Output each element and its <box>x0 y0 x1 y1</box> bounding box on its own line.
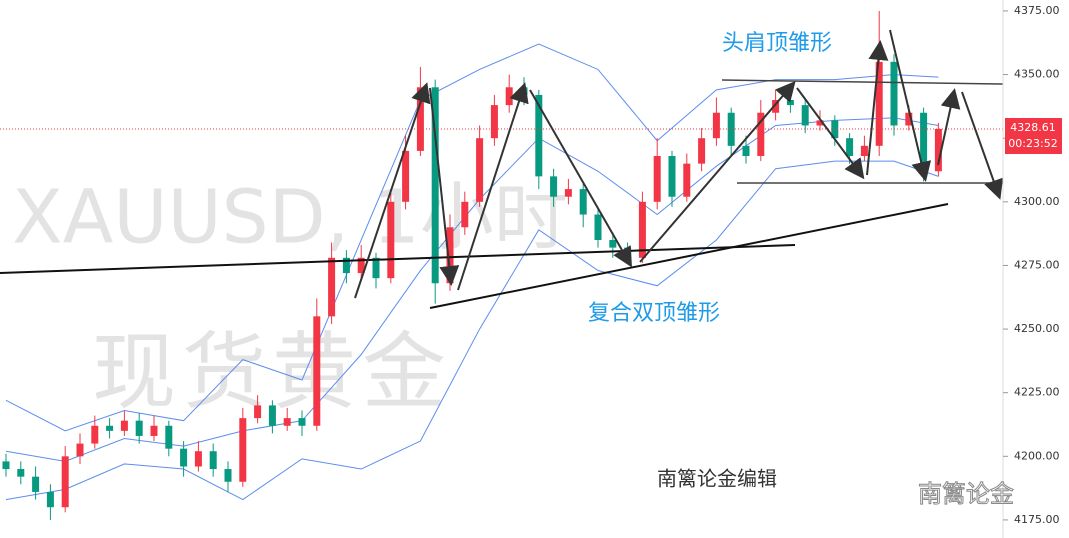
candle-body <box>875 61 883 146</box>
candle-body <box>416 87 424 151</box>
countdown: 00:23:52 <box>1008 137 1057 150</box>
candle-body <box>801 105 809 126</box>
candle-body <box>446 227 454 284</box>
candle-body <box>328 257 336 317</box>
brand: 南篱论金 <box>918 480 1014 508</box>
annotation: 头肩顶雏形 <box>722 31 832 56</box>
candle-body <box>594 214 602 240</box>
candle-body <box>268 405 276 426</box>
annotation: 南篱论金编辑 <box>657 467 777 491</box>
candle-body <box>372 257 380 279</box>
candle-body <box>920 112 928 172</box>
candle-body <box>772 100 780 113</box>
watermark-name: 现货黄金 <box>92 323 452 421</box>
candle-body <box>17 469 25 477</box>
y-tick-label: 4250.00 <box>1014 322 1060 335</box>
candle-body <box>905 112 913 126</box>
candle-body <box>2 461 10 470</box>
trend-line <box>429 203 949 309</box>
y-tick-label: 4225.00 <box>1014 386 1060 399</box>
arrow <box>354 82 431 299</box>
candle-body <box>61 456 69 508</box>
band-lower <box>5 160 939 501</box>
arrow <box>889 29 932 182</box>
trend-line <box>0 244 796 274</box>
y-tick-label: 4200.00 <box>1014 449 1060 462</box>
arrow <box>529 89 632 268</box>
y-tick-label: 4375.00 <box>1014 4 1060 17</box>
arrow <box>457 82 529 291</box>
y-tick-label: 4350.00 <box>1014 68 1060 81</box>
candle-body <box>106 425 114 431</box>
y-tick-label: 4275.00 <box>1014 258 1060 271</box>
candle-body <box>387 201 395 279</box>
candle-body <box>727 112 735 146</box>
candle-body <box>298 418 306 426</box>
candle-body <box>683 163 691 197</box>
arrow <box>866 40 889 176</box>
candle-body <box>505 87 513 106</box>
candle-body <box>860 145 868 157</box>
price-box <box>1005 118 1062 155</box>
candle-body <box>786 100 794 106</box>
candle-body <box>890 61 898 126</box>
candle-body <box>698 138 706 164</box>
candle-body <box>402 150 410 202</box>
band-upper <box>5 43 939 432</box>
candle-body <box>668 156 676 197</box>
candle-body <box>254 405 262 419</box>
candle-body <box>342 257 350 274</box>
candle-body <box>757 112 765 157</box>
candle-body <box>91 425 99 444</box>
last-price: 4328.61 <box>1010 121 1056 134</box>
candle-body <box>609 239 617 248</box>
candle-body <box>653 156 661 202</box>
candle-body <box>638 201 646 258</box>
candle-body <box>535 94 543 177</box>
candle-body <box>150 425 158 436</box>
watermark: XAUUSD, 1小时 <box>12 175 568 261</box>
candle-body <box>209 451 217 470</box>
arrow <box>796 87 865 180</box>
y-tick-label: 4300.00 <box>1014 195 1060 208</box>
candle-body <box>180 448 188 467</box>
candle-body <box>461 201 469 228</box>
candle-body <box>32 476 40 492</box>
candle-body <box>283 418 291 426</box>
candle-body <box>476 138 484 202</box>
candle-body <box>846 138 854 157</box>
candle-body <box>224 469 232 482</box>
candle-body <box>934 129 942 172</box>
arrow <box>639 80 796 263</box>
annotation: 复合双顶雏形 <box>588 301 720 326</box>
arrow <box>429 87 460 286</box>
candle-body <box>46 491 54 508</box>
candle-body <box>165 425 173 449</box>
candle-body <box>490 105 498 139</box>
candle-body <box>76 443 84 457</box>
candle-body <box>579 189 587 215</box>
candle-body <box>120 420 128 431</box>
arrow <box>937 88 961 166</box>
candle-body <box>431 87 439 284</box>
candle-body <box>313 316 321 426</box>
y-axis-panel <box>1003 0 1069 538</box>
candle-body <box>550 176 558 197</box>
candle-body <box>357 257 365 274</box>
y-axis: 4175.00 4200.00 4225.00 4250.00 4275.00 4300.… <box>1003 4 1062 526</box>
arrow <box>961 91 1004 200</box>
candle-body <box>816 120 824 126</box>
candle-body <box>135 420 143 436</box>
candle-body <box>742 145 750 157</box>
candle-body <box>239 418 247 482</box>
candle-body <box>564 189 572 197</box>
plot <box>0 10 1003 520</box>
y-tick-label: 4175.00 <box>1014 513 1060 526</box>
candle-body <box>712 112 720 139</box>
candle-body <box>194 451 202 467</box>
arrows <box>354 29 1004 299</box>
